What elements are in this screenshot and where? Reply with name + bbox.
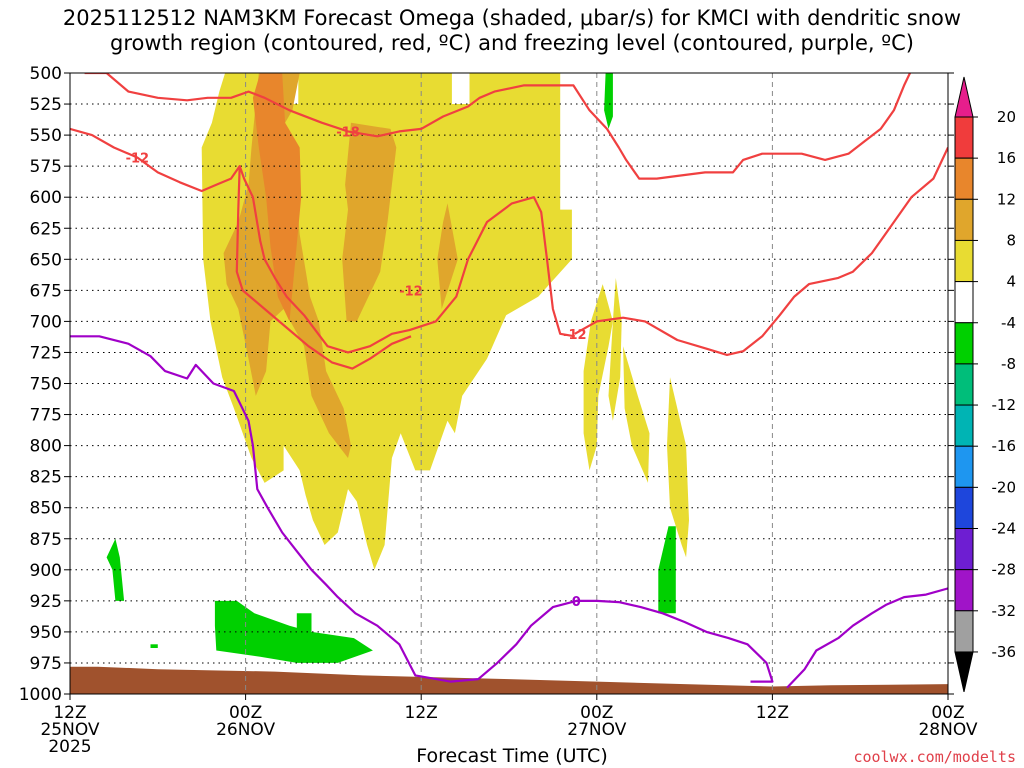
omega-negative-region-3 bbox=[296, 613, 312, 632]
x-tick-year-0: 2025 bbox=[48, 737, 91, 757]
colorbar-swatch-12 bbox=[954, 610, 974, 653]
y-tick-label-725: 725 bbox=[30, 343, 62, 363]
colorbar-label-4: 4 bbox=[1006, 273, 1016, 291]
colorbar-swatch-1 bbox=[954, 157, 974, 200]
x-tick-label-24: 12Z bbox=[405, 703, 438, 723]
colorbar-swatch-8 bbox=[954, 445, 974, 488]
x-tick-label-48: 12Z bbox=[756, 703, 789, 723]
omega-region-gold-6 bbox=[342, 122, 397, 322]
colorbar-label-9: -20 bbox=[992, 478, 1017, 496]
y-tick-label-925: 925 bbox=[30, 592, 62, 612]
colorbar-label-0: 20 bbox=[997, 108, 1016, 126]
colorbar-swatch-7 bbox=[954, 404, 974, 447]
y-tick-label-525: 525 bbox=[30, 95, 62, 115]
chart-title-line-2: growth region (contoured, red, ºC) and f… bbox=[110, 31, 914, 55]
omega-negative-region-4 bbox=[658, 526, 676, 614]
omega-region-gold-7 bbox=[437, 203, 458, 309]
colorbar-label-5: -4 bbox=[1001, 314, 1016, 332]
y-tick-label-675: 675 bbox=[30, 281, 62, 301]
y-tick-label-550: 550 bbox=[30, 126, 62, 146]
dgz-label-2: -12 bbox=[399, 284, 423, 299]
y-tick-label-650: 650 bbox=[30, 250, 62, 270]
y-tick-label-575: 575 bbox=[30, 157, 62, 177]
colorbar-swatch-3 bbox=[954, 239, 974, 283]
dgz-contour-2 bbox=[235, 166, 412, 370]
x-axis-label: Forecast Time (UTC) bbox=[416, 745, 608, 767]
colorbar-swatch-9 bbox=[954, 486, 974, 530]
dgz-contour-3 bbox=[574, 147, 948, 356]
colorbar-swatch-2 bbox=[954, 198, 974, 241]
y-tick-label-750: 750 bbox=[30, 375, 62, 395]
omega-negative-region-5 bbox=[150, 644, 158, 648]
colorbar-label-12: -32 bbox=[992, 602, 1017, 620]
colorbar-swatch-10 bbox=[954, 528, 974, 571]
omega-negative-region-0 bbox=[604, 73, 613, 129]
site-credit: coolwx.com/modelts bbox=[853, 748, 1016, 766]
colorbar-top-arrow bbox=[954, 76, 974, 118]
y-tick-label-500: 500 bbox=[30, 64, 62, 84]
y-tick-label-875: 875 bbox=[30, 530, 62, 550]
freezing-contour-0 bbox=[70, 335, 774, 683]
colorbar-label-1: 16 bbox=[997, 149, 1016, 167]
y-tick-label-975: 975 bbox=[30, 654, 62, 674]
dgz-contour-1 bbox=[70, 127, 575, 354]
dgz-contour-0 bbox=[84, 73, 911, 180]
colorbar-swatch-11 bbox=[954, 569, 974, 612]
colorbar-label-11: -28 bbox=[992, 561, 1017, 579]
colorbar-label-10: -24 bbox=[992, 520, 1017, 538]
y-tick-label-1000: 1000 bbox=[19, 685, 62, 705]
omega-region-yellow-4 bbox=[667, 377, 689, 558]
chart-title-line-1: 2025112512 NAM3KM Forecast Omega (shaded… bbox=[62, 6, 962, 30]
y-tick-label-600: 600 bbox=[30, 188, 62, 208]
x-tick-date-0: 25NOV bbox=[40, 720, 99, 740]
colorbar-label-8: -16 bbox=[992, 437, 1017, 455]
colorbar-label-7: -12 bbox=[992, 396, 1017, 414]
colorbar-label-13: -36 bbox=[992, 643, 1017, 661]
colorbar-swatch-5 bbox=[954, 322, 974, 365]
colorbar-swatch-4 bbox=[954, 281, 974, 324]
omega-negative-region-2 bbox=[214, 600, 373, 663]
colorbar-label-6: -8 bbox=[1001, 355, 1016, 373]
colorbar-label-3: 8 bbox=[1006, 231, 1016, 249]
terrain-surface bbox=[70, 666, 948, 694]
x-tick-label-12: 00Z bbox=[229, 703, 262, 723]
dgz-label-1: -12 bbox=[126, 151, 150, 166]
x-tick-label-36: 00Z bbox=[580, 703, 613, 723]
colorbar-swatch-0 bbox=[954, 116, 974, 159]
y-tick-label-800: 800 bbox=[30, 437, 62, 457]
colorbar-bottom-arrow bbox=[954, 651, 974, 693]
y-tick-label-700: 700 bbox=[30, 312, 62, 332]
y-tick-label-900: 900 bbox=[30, 561, 62, 581]
x-tick-date-12: 26NOV bbox=[216, 720, 275, 740]
x-tick-date-36: 27NOV bbox=[567, 720, 626, 740]
y-tick-label-775: 775 bbox=[30, 406, 62, 426]
dgz-label-0: -18 bbox=[336, 125, 360, 140]
freezing-contour-1 bbox=[786, 587, 948, 689]
omega-region-yellow-1 bbox=[583, 284, 613, 471]
freezing-label-0: 0 bbox=[572, 595, 581, 610]
omega-region-yellow-3 bbox=[623, 346, 650, 483]
colorbar-label-2: 12 bbox=[997, 190, 1016, 208]
y-tick-label-825: 825 bbox=[30, 468, 62, 488]
omega-region-yellow-2 bbox=[608, 277, 622, 421]
omega-region-orange-8 bbox=[252, 73, 302, 322]
y-tick-label-625: 625 bbox=[30, 219, 62, 239]
x-tick-label-60: 00Z bbox=[931, 703, 964, 723]
colorbar-swatch-6 bbox=[954, 363, 974, 406]
y-tick-label-950: 950 bbox=[30, 623, 62, 643]
x-tick-date-60: 28NOV bbox=[918, 720, 977, 740]
dgz-label-3: -12 bbox=[563, 328, 587, 343]
x-tick-label-0: 12Z bbox=[53, 703, 86, 723]
y-tick-label-850: 850 bbox=[30, 499, 62, 519]
